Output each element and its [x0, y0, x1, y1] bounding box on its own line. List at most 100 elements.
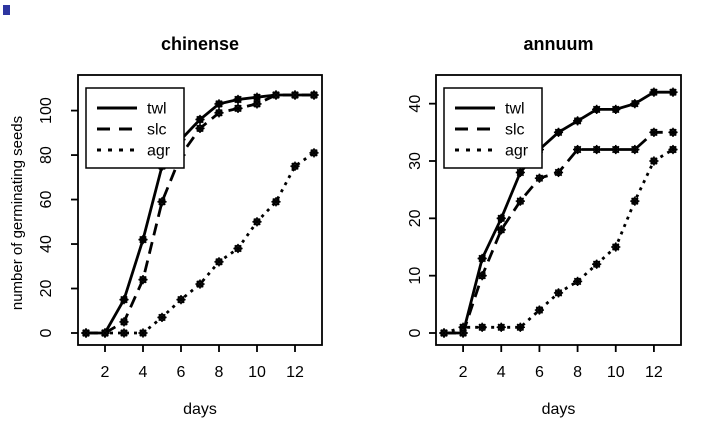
y-tick-label: 0 [38, 328, 55, 337]
x-axis-label: days [542, 401, 576, 418]
y-axis-label: number of germinating seeds [9, 116, 26, 310]
series-marker-slc [611, 144, 621, 155]
series-marker-slc [534, 173, 545, 183]
series-marker-slc [572, 144, 583, 155]
series-marker-twl [496, 213, 506, 223]
legend: twl slc agr [443, 87, 543, 169]
legend-label-agr: agr [505, 143, 529, 160]
series-marker-twl [195, 114, 205, 125]
series-marker-agr [195, 279, 205, 289]
x-tick-label: 8 [573, 364, 582, 381]
series-marker-agr [271, 197, 281, 207]
series-marker-slc [592, 144, 602, 155]
y-tick-label: 60 [38, 191, 55, 209]
series-marker-agr [668, 144, 678, 155]
series-marker-agr [176, 295, 186, 305]
series-marker-twl [515, 167, 525, 178]
series-marker-agr [592, 259, 602, 269]
series-marker-agr [611, 242, 621, 252]
series-marker-twl [553, 127, 564, 137]
y-tick-label: 0 [407, 328, 424, 337]
series-marker-slc [233, 103, 243, 113]
series-marker-twl [138, 234, 148, 245]
series-marker-slc [458, 328, 468, 338]
x-tick-label: 6 [535, 364, 544, 381]
chart-title: chinense [161, 34, 239, 54]
x-tick-label: 12 [286, 364, 304, 381]
series-marker-twl [119, 295, 129, 305]
plot-box [77, 74, 323, 346]
legend-label-slc: slc [505, 122, 525, 139]
x-tick-label: 2 [101, 364, 110, 381]
series-marker-agr [515, 322, 525, 332]
series-marker-slc [553, 167, 564, 178]
series-marker-slc [668, 127, 678, 137]
series-marker-agr [233, 243, 243, 254]
x-tick-label: 2 [459, 364, 468, 381]
y-tick-label: 20 [38, 280, 55, 298]
series-marker-slc [271, 90, 281, 100]
series-marker-slc [309, 90, 319, 100]
series-marker-agr [477, 322, 487, 332]
series-marker-agr [649, 156, 659, 166]
series-marker-agr [252, 217, 262, 227]
legend-label-agr: agr [147, 143, 171, 160]
x-tick-label: 8 [215, 364, 224, 381]
series-marker-twl [233, 94, 243, 105]
series-marker-twl [572, 116, 583, 126]
y-tick-label: 40 [407, 95, 424, 113]
series-marker-twl [668, 87, 678, 97]
legend-label-twl: twl [147, 101, 167, 118]
y-tick-label: 10 [407, 267, 424, 285]
series-marker-slc [252, 99, 262, 109]
corner-artifact [3, 5, 10, 15]
series-marker-agr [290, 161, 300, 171]
series-marker-slc [119, 317, 129, 327]
series-marker-agr [100, 328, 110, 338]
series-marker-agr [309, 148, 319, 158]
series-marker-agr [496, 322, 506, 332]
y-tick-label: 80 [38, 146, 55, 164]
series-marker-agr [458, 322, 468, 332]
series-marker-twl [649, 87, 659, 97]
series-marker-slc [157, 197, 167, 207]
x-tick-label: 12 [645, 364, 663, 381]
series-marker-twl [630, 99, 640, 109]
series-marker-agr [214, 257, 224, 267]
x-tick-label: 6 [177, 364, 186, 381]
y-tick-label: 40 [38, 235, 55, 253]
series-marker-agr [138, 328, 148, 338]
panel-chinense: chinense 2 4 6 8 10 12 days 0 20 40 60 80 100 number o… [9, 34, 323, 418]
series-marker-slc [477, 271, 487, 281]
series-marker-slc [515, 196, 525, 206]
series-marker-agr [630, 196, 640, 206]
series-marker-agr [157, 312, 167, 323]
legend: twl slc agr [85, 87, 185, 169]
x-tick-label: 4 [497, 364, 506, 381]
x-tick-label: 10 [607, 364, 625, 381]
series-marker-slc [290, 90, 300, 100]
series-marker-slc [496, 225, 506, 235]
series-marker-twl [592, 104, 602, 114]
series-marker-agr [534, 305, 545, 315]
series-marker-slc [138, 275, 148, 285]
series-marker-slc [649, 127, 659, 137]
series-marker-twl [611, 104, 621, 114]
plot-box [435, 74, 682, 346]
y-tick-label: 100 [38, 97, 55, 124]
series-marker-agr [553, 288, 564, 298]
series-marker-slc [630, 144, 640, 155]
legend-label-slc: slc [147, 122, 167, 139]
series-marker-twl [214, 99, 224, 109]
series-marker-twl [477, 253, 487, 264]
series-marker-agr [572, 276, 583, 286]
x-tick-label: 4 [139, 364, 148, 381]
series-marker-agr [439, 328, 449, 338]
series-marker-agr [119, 328, 129, 338]
panel-annuum: annuum 2 4 6 8 10 12 days 0 10 20 30 40 twl slc agr [407, 34, 682, 418]
series-marker-slc [195, 123, 205, 133]
y-tick-label: 30 [407, 152, 424, 170]
series-marker-agr [81, 328, 91, 338]
